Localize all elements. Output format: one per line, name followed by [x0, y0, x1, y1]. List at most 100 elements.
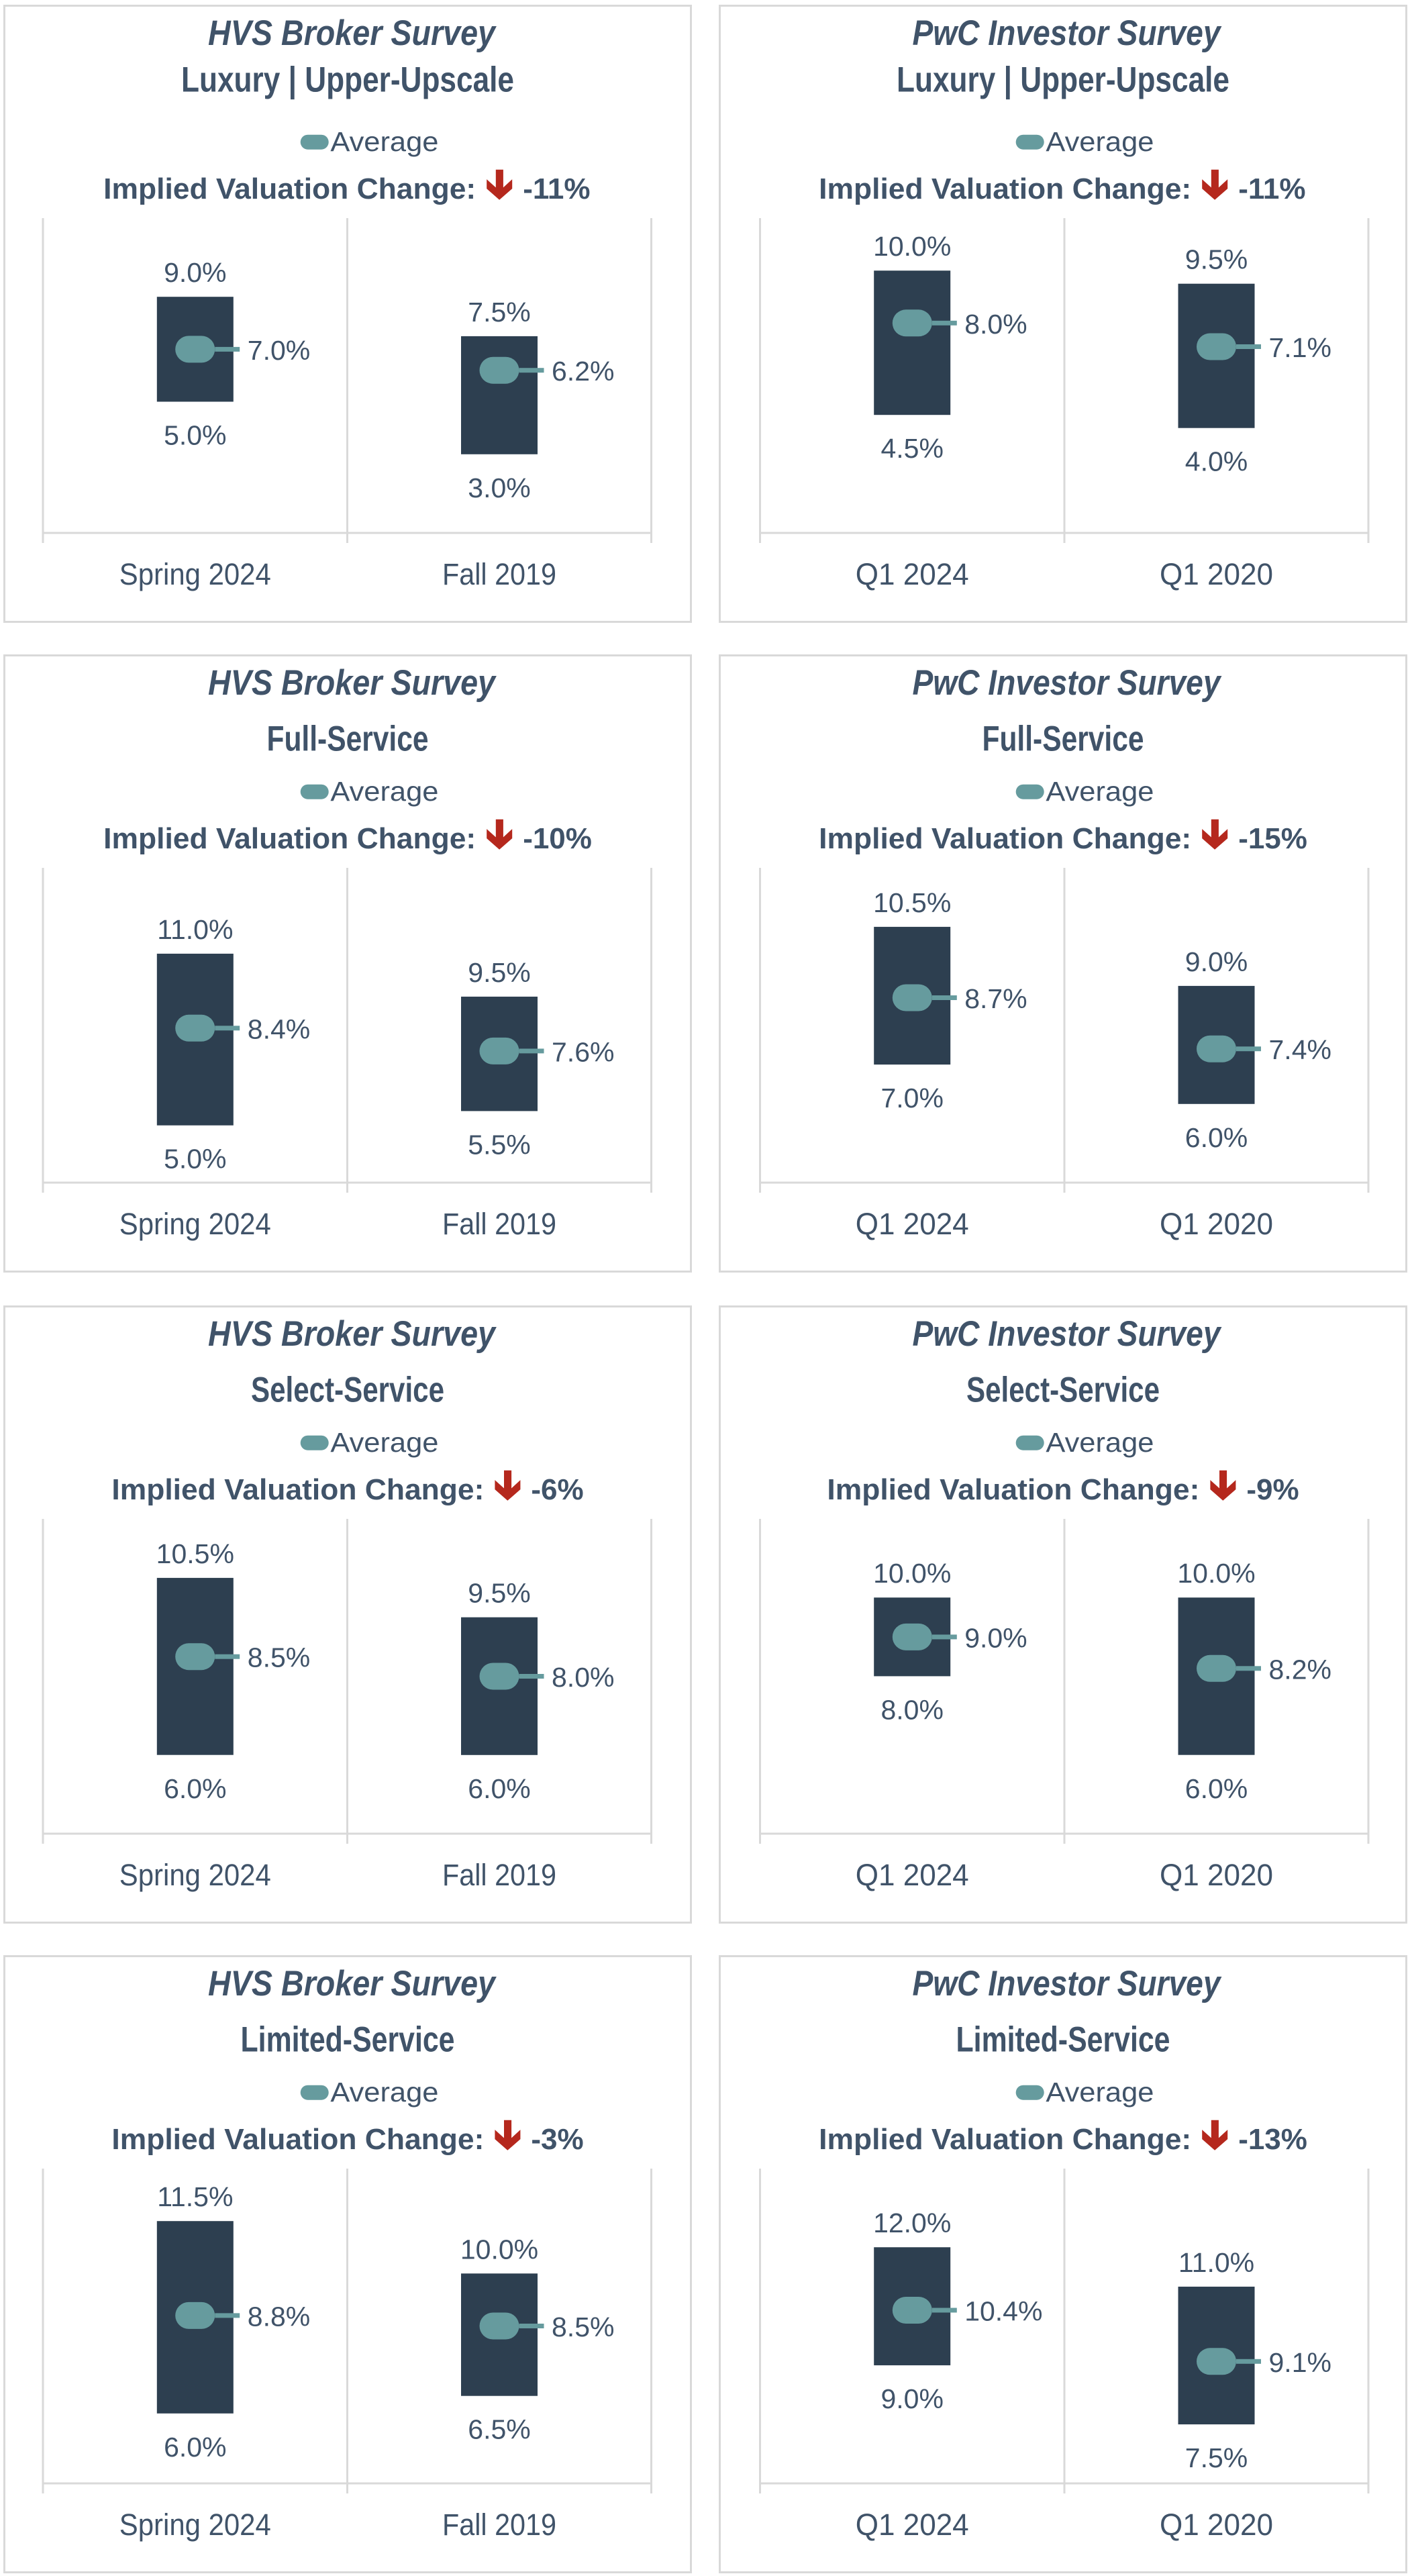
- svg-text:9.0%: 9.0%: [964, 1622, 1027, 1653]
- svg-text:Implied Valuation Change:: Implied Valuation Change:: [111, 1473, 484, 1506]
- svg-text:Average: Average: [330, 126, 438, 157]
- svg-text:11.0%: 11.0%: [1178, 2247, 1254, 2278]
- svg-text:Spring 2024: Spring 2024: [119, 557, 271, 591]
- svg-text:-9%: -9%: [1246, 1473, 1299, 1506]
- svg-text:Q1 2020: Q1 2020: [1160, 1858, 1273, 1892]
- svg-text:11.0%: 11.0%: [157, 914, 233, 945]
- svg-text:Fall 2019: Fall 2019: [442, 557, 556, 591]
- svg-text:Fall 2019: Fall 2019: [442, 1207, 556, 1241]
- svg-text:-6%: -6%: [531, 1473, 583, 1506]
- svg-text:10.5%: 10.5%: [873, 887, 951, 918]
- svg-text:7.0%: 7.0%: [248, 335, 310, 366]
- svg-text:9.1%: 9.1%: [1269, 2347, 1331, 2378]
- svg-text:Average: Average: [1046, 2077, 1154, 2108]
- svg-text:HVS Broker Survey: HVS Broker Survey: [208, 1964, 497, 2003]
- svg-text:Spring 2024: Spring 2024: [119, 1207, 271, 1241]
- svg-text:10.0%: 10.0%: [873, 231, 951, 262]
- svg-text:9.5%: 9.5%: [468, 957, 530, 988]
- svg-text:Implied Valuation Change:: Implied Valuation Change:: [819, 172, 1191, 205]
- svg-text:9.5%: 9.5%: [468, 1578, 530, 1609]
- svg-text:Average: Average: [1046, 126, 1154, 157]
- svg-text:6.0%: 6.0%: [164, 1773, 226, 1804]
- svg-text:7.5%: 7.5%: [1185, 2442, 1248, 2473]
- svg-text:4.0%: 4.0%: [1185, 446, 1248, 477]
- svg-text:Implied Valuation Change:: Implied Valuation Change:: [827, 1473, 1199, 1506]
- svg-text:10.0%: 10.0%: [460, 2234, 538, 2265]
- svg-text:11.5%: 11.5%: [157, 2181, 233, 2212]
- svg-text:-10%: -10%: [523, 822, 592, 855]
- svg-text:8.5%: 8.5%: [552, 2312, 614, 2342]
- svg-text:Q1 2020: Q1 2020: [1160, 557, 1273, 591]
- svg-text:Implied Valuation Change:: Implied Valuation Change:: [103, 822, 476, 855]
- svg-text:8.0%: 8.0%: [552, 1662, 614, 1693]
- svg-text:-15%: -15%: [1238, 822, 1307, 855]
- svg-text:-11%: -11%: [523, 172, 590, 205]
- svg-text:7.6%: 7.6%: [552, 1036, 614, 1067]
- svg-text:PwC Investor Survey: PwC Investor Survey: [913, 1964, 1222, 2003]
- svg-text:Implied Valuation Change:: Implied Valuation Change:: [819, 822, 1191, 855]
- svg-text:8.5%: 8.5%: [248, 1642, 310, 1673]
- svg-text:8.4%: 8.4%: [248, 1013, 310, 1044]
- svg-text:9.0%: 9.0%: [1185, 946, 1248, 977]
- svg-text:HVS Broker Survey: HVS Broker Survey: [208, 663, 497, 703]
- svg-text:7.0%: 7.0%: [880, 1083, 943, 1113]
- svg-text:7.5%: 7.5%: [468, 297, 530, 328]
- svg-text:Limited-Service: Limited-Service: [956, 2020, 1170, 2060]
- svg-text:Select-Service: Select-Service: [966, 1371, 1160, 1410]
- svg-text:Q1 2024: Q1 2024: [856, 1207, 969, 1241]
- svg-text:Luxury | Upper-Upscale: Luxury | Upper-Upscale: [181, 60, 514, 101]
- svg-text:5.0%: 5.0%: [164, 1144, 226, 1175]
- svg-text:Implied Valuation Change:: Implied Valuation Change:: [103, 172, 476, 205]
- svg-text:6.0%: 6.0%: [164, 2432, 226, 2463]
- svg-text:9.0%: 9.0%: [164, 257, 226, 288]
- svg-text:6.0%: 6.0%: [1185, 1122, 1248, 1153]
- svg-text:6.0%: 6.0%: [468, 1773, 530, 1804]
- svg-text:-13%: -13%: [1238, 2123, 1307, 2156]
- svg-text:Limited-Service: Limited-Service: [241, 2020, 455, 2060]
- svg-text:Average: Average: [330, 776, 438, 807]
- svg-text:10.0%: 10.0%: [1177, 1558, 1255, 1589]
- svg-text:HVS Broker Survey: HVS Broker Survey: [208, 13, 497, 53]
- svg-text:10.4%: 10.4%: [964, 2296, 1042, 2327]
- svg-text:Full-Service: Full-Service: [267, 720, 429, 759]
- svg-text:Fall 2019: Fall 2019: [442, 2508, 556, 2542]
- svg-text:3.0%: 3.0%: [468, 473, 530, 503]
- svg-text:8.0%: 8.0%: [964, 309, 1027, 340]
- svg-text:Implied Valuation Change:: Implied Valuation Change:: [111, 2123, 484, 2156]
- svg-text:5.0%: 5.0%: [164, 420, 226, 451]
- svg-text:6.2%: 6.2%: [552, 356, 614, 387]
- svg-text:Spring 2024: Spring 2024: [119, 2508, 271, 2542]
- svg-text:6.5%: 6.5%: [468, 2414, 530, 2445]
- svg-text:8.7%: 8.7%: [964, 983, 1027, 1014]
- svg-text:Full-Service: Full-Service: [983, 720, 1144, 759]
- svg-text:Q1 2024: Q1 2024: [856, 1858, 969, 1892]
- svg-text:Average: Average: [1046, 1427, 1154, 1458]
- svg-text:9.5%: 9.5%: [1185, 244, 1248, 275]
- svg-text:8.2%: 8.2%: [1269, 1654, 1331, 1685]
- svg-text:-11%: -11%: [1238, 172, 1305, 205]
- svg-text:8.0%: 8.0%: [880, 1695, 943, 1726]
- svg-text:PwC Investor Survey: PwC Investor Survey: [913, 1314, 1222, 1354]
- svg-text:Spring 2024: Spring 2024: [119, 1858, 271, 1892]
- svg-text:Average: Average: [1046, 776, 1154, 807]
- svg-text:Average: Average: [330, 1427, 438, 1458]
- svg-text:10.0%: 10.0%: [873, 1558, 951, 1589]
- svg-text:7.1%: 7.1%: [1269, 332, 1331, 363]
- svg-text:HVS Broker Survey: HVS Broker Survey: [208, 1314, 497, 1354]
- svg-text:-3%: -3%: [531, 2123, 583, 2156]
- svg-text:Implied Valuation Change:: Implied Valuation Change:: [819, 2123, 1191, 2156]
- svg-text:4.5%: 4.5%: [880, 433, 943, 464]
- svg-text:Select-Service: Select-Service: [251, 1371, 444, 1410]
- svg-text:8.8%: 8.8%: [248, 2301, 310, 2332]
- svg-text:PwC Investor Survey: PwC Investor Survey: [913, 663, 1222, 703]
- svg-text:PwC Investor Survey: PwC Investor Survey: [913, 13, 1222, 53]
- svg-text:Q1 2024: Q1 2024: [856, 557, 969, 591]
- svg-text:Q1 2020: Q1 2020: [1160, 1207, 1273, 1241]
- svg-text:Q1 2024: Q1 2024: [856, 2508, 969, 2542]
- svg-text:6.0%: 6.0%: [1185, 1773, 1248, 1804]
- svg-text:12.0%: 12.0%: [873, 2208, 951, 2238]
- svg-text:Average: Average: [330, 2077, 438, 2108]
- svg-text:10.5%: 10.5%: [156, 1538, 234, 1569]
- svg-text:Luxury | Upper-Upscale: Luxury | Upper-Upscale: [897, 60, 1229, 101]
- svg-text:Fall 2019: Fall 2019: [442, 1858, 556, 1892]
